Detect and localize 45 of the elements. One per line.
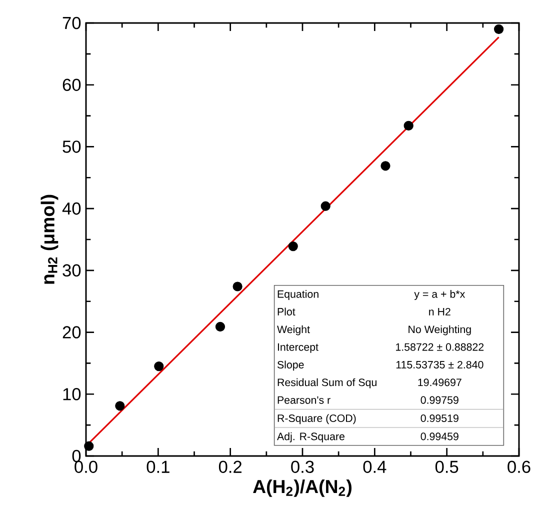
annotation: Residual Sum of Squ — [278, 378, 376, 388]
x-tick-label: 0.3 — [291, 460, 314, 473]
y-tick-label: 50 — [62, 140, 81, 153]
annotation: R-Square (COD) — [278, 414, 356, 424]
x-axis-title: A(H$_{2}$)/A(N$_{2}$) — [253, 479, 352, 497]
annotation: Plot — [278, 308, 296, 316]
point — [380, 161, 390, 171]
annotation: Weight — [277, 325, 310, 336]
point — [288, 242, 298, 252]
x-tick-label: 0.0 — [74, 460, 98, 473]
point — [215, 322, 226, 332]
annotation: Pearson's r — [278, 396, 330, 404]
y-tick-label: 60 — [62, 78, 81, 91]
annotation: 0.99759 — [420, 396, 458, 404]
x-tick-label: 0.2 — [218, 460, 242, 473]
point — [320, 201, 330, 211]
y-axis-title: n$_{H2}$ (μmol) — [40, 194, 58, 284]
y-tick-label: 0 — [72, 450, 81, 462]
y-tick-label: 10 — [63, 388, 81, 400]
annotation: No Weighting — [408, 325, 471, 336]
x-tick-label: 0.1 — [146, 460, 170, 473]
point — [232, 282, 242, 292]
annotation: 1.58722 ± 0.88822 — [396, 343, 484, 351]
annotation: Slope — [277, 360, 304, 371]
point — [84, 441, 94, 451]
annotation: 115.53735 ± 2.840 — [396, 360, 484, 368]
point — [494, 24, 504, 34]
x-tick-label: 0.4 — [363, 460, 386, 473]
annotation: 0.99459 — [420, 432, 458, 440]
annotation: n H2 — [429, 308, 450, 316]
y-tick-label: 40 — [62, 202, 81, 215]
point — [404, 120, 414, 130]
x-tick-label: 0.6 — [508, 460, 530, 473]
annotation: y = a + b*x — [414, 290, 466, 300]
x-tick-label: 0.5 — [435, 460, 458, 473]
point — [154, 362, 164, 372]
annotation: Adj. R-Square — [277, 432, 344, 442]
y-tick-label: 70 — [62, 16, 81, 30]
point — [115, 401, 125, 411]
annotation: Intercept — [278, 343, 318, 353]
y-tick-label: 30 — [62, 264, 81, 277]
annotation: 19.49697 — [418, 378, 462, 386]
y-tick-label: 20 — [62, 326, 81, 338]
annotation: Equation — [278, 290, 318, 300]
annotation: 0.99519 — [420, 414, 458, 422]
